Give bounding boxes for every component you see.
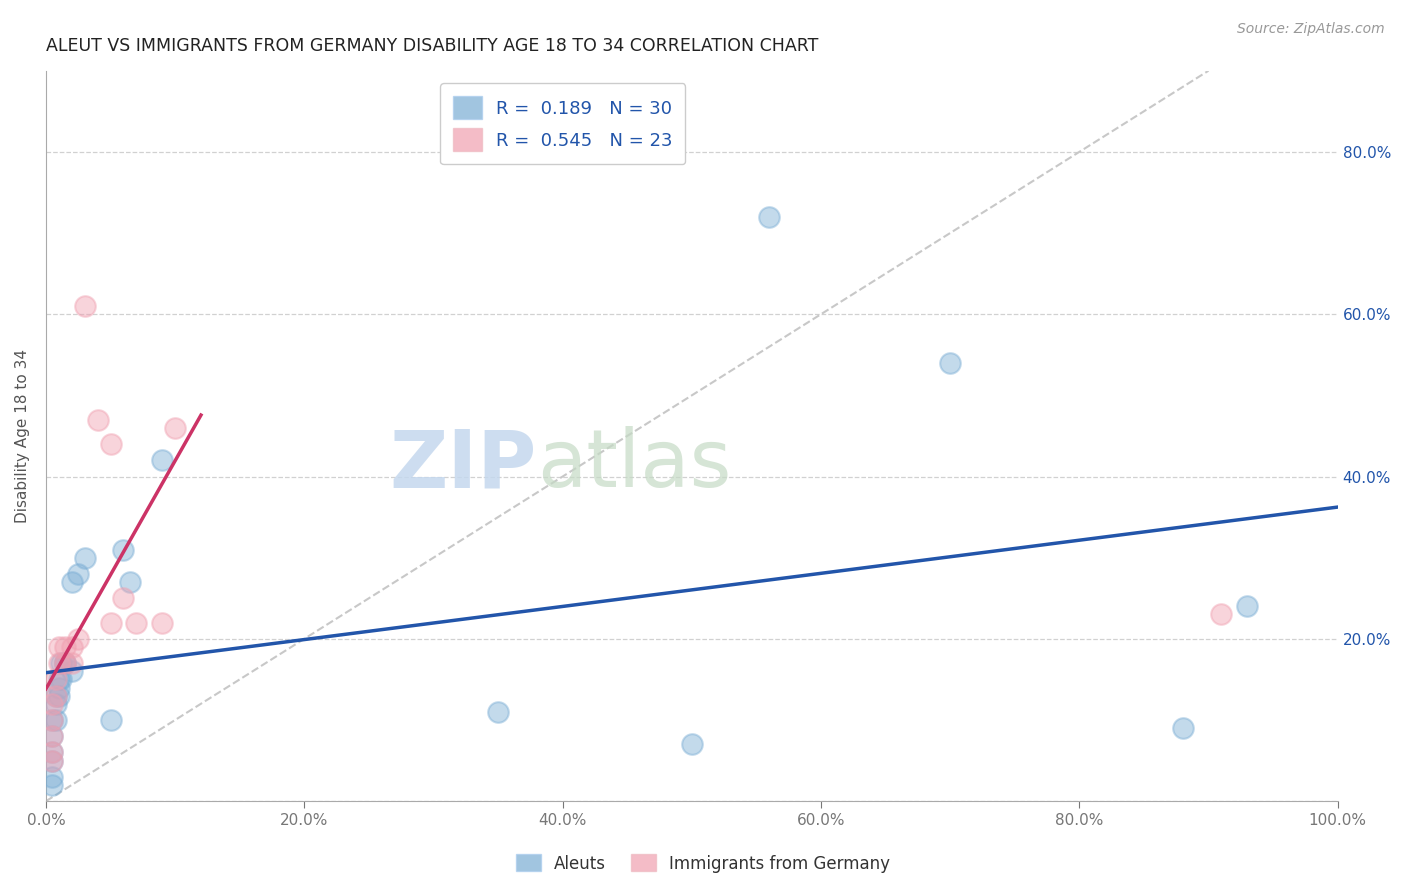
Point (150, 453, 173, 467)
Point (53, 640, 76, 654)
Legend: R =  0.189   N = 30, R =  0.545   N = 23: R = 0.189 N = 30, R = 0.545 N = 23 (440, 84, 685, 164)
Point (112, 591, 135, 606)
Point (48, 681, 70, 695)
Point (51, 673, 73, 687)
Point (53, 656, 76, 670)
Point (41, 713, 63, 727)
Point (45, 689, 67, 703)
Point (41, 729, 63, 743)
Point (41, 754, 63, 768)
Point (73, 299, 96, 313)
Text: ZIP: ZIP (389, 426, 537, 504)
Point (45, 697, 67, 711)
Point (1211, 607, 1233, 622)
Point (100, 713, 122, 727)
Point (60, 640, 83, 654)
Point (48, 673, 70, 687)
Point (48, 656, 70, 670)
Point (73, 550, 96, 565)
Point (51, 656, 73, 670)
Point (1236, 599, 1258, 614)
Point (45, 673, 67, 687)
Point (112, 542, 135, 557)
Point (67, 566, 90, 581)
Point (41, 746, 63, 760)
Point (60, 574, 83, 589)
Y-axis label: Disability Age 18 to 34: Disability Age 18 to 34 (15, 349, 30, 523)
Point (48, 689, 70, 703)
Point (45, 689, 67, 703)
Text: ALEUT VS IMMIGRANTS FROM GERMANY DISABILITY AGE 18 TO 34 CORRELATION CHART: ALEUT VS IMMIGRANTS FROM GERMANY DISABIL… (46, 37, 818, 55)
Point (100, 615, 122, 630)
Legend: Aleuts, Immigrants from Germany: Aleuts, Immigrants from Germany (509, 847, 897, 880)
Point (45, 713, 67, 727)
Point (53, 656, 76, 670)
Point (41, 754, 63, 768)
Point (150, 615, 173, 630)
Point (86, 413, 108, 427)
Point (53, 656, 76, 670)
Point (758, 210, 780, 224)
Point (118, 574, 141, 589)
Point (100, 437, 122, 451)
Point (486, 705, 509, 719)
Point (125, 615, 148, 630)
Point (41, 697, 63, 711)
Point (41, 778, 63, 792)
Point (41, 713, 63, 727)
Point (681, 737, 703, 751)
Point (67, 632, 90, 646)
Point (41, 746, 63, 760)
Text: Source: ZipAtlas.com: Source: ZipAtlas.com (1237, 22, 1385, 37)
Point (60, 656, 83, 670)
Point (48, 640, 70, 654)
Point (60, 665, 83, 679)
Point (939, 356, 962, 370)
Point (41, 729, 63, 743)
Text: atlas: atlas (537, 426, 731, 504)
Point (41, 770, 63, 784)
Point (165, 421, 187, 435)
Point (1171, 721, 1194, 735)
